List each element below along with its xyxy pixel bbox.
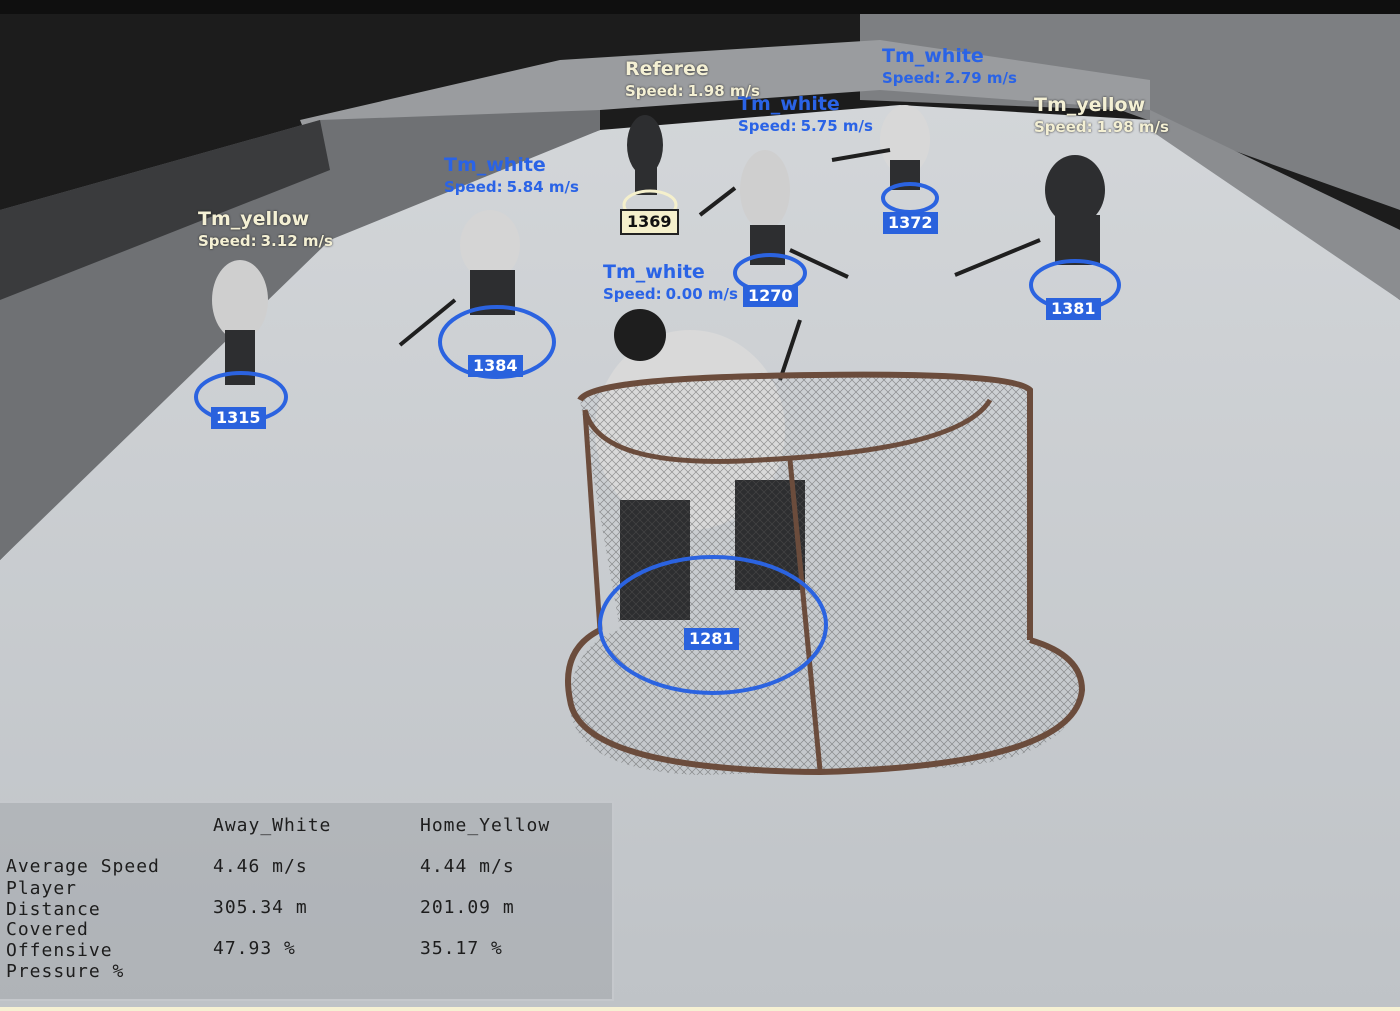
team-name: Tm_white bbox=[444, 154, 546, 176]
track-id-1270: 1270 bbox=[743, 285, 798, 307]
track-id-1315: 1315 bbox=[211, 407, 266, 429]
speed-value: 5.84 m/s bbox=[506, 178, 579, 196]
speed-value: 1.98 m/s bbox=[687, 82, 760, 100]
back-wall bbox=[300, 40, 1150, 170]
speed-value: 5.75 m/s bbox=[800, 117, 873, 135]
team-stats-panel: Away_White Home_Yellow Average Speed 4.4… bbox=[0, 801, 614, 1001]
player-label-1372: Tm_white Speed: 2.79 m/s bbox=[882, 47, 1017, 86]
right-boards bbox=[1150, 110, 1400, 300]
player-label-1281: Tm_white Speed: 0.00 m/s bbox=[603, 263, 738, 302]
stats-home-value: 4.44 m/s bbox=[420, 856, 515, 877]
track-id-1281: 1281 bbox=[684, 628, 739, 650]
team-name: Tm_white bbox=[882, 45, 984, 67]
player-label-1315: Tm_yellow Speed: 3.12 m/s bbox=[198, 210, 333, 249]
hockey-sticks bbox=[398, 148, 1041, 381]
goal-net bbox=[565, 371, 1086, 776]
bottom-border bbox=[0, 1007, 1400, 1011]
player-label-1270: Tm_white Speed: 5.75 m/s bbox=[738, 95, 873, 134]
speed-label: Speed: bbox=[882, 69, 941, 87]
stats-header-home: Home_Yellow bbox=[420, 815, 551, 836]
stats-away-value: 47.93 % bbox=[213, 938, 296, 959]
stats-away-value: 305.34 m bbox=[213, 897, 308, 918]
team-name: Tm_white bbox=[738, 93, 840, 115]
left-boards-glass bbox=[0, 120, 330, 300]
track-id-1369: 1369 bbox=[620, 209, 679, 235]
track-id-1381: 1381 bbox=[1046, 298, 1101, 320]
stats-home-value: 201.09 m bbox=[420, 897, 515, 918]
stats-home-value: 35.17 % bbox=[420, 938, 503, 959]
player-label-1381: Tm_yellow Speed: 1.98 m/s bbox=[1034, 96, 1169, 135]
player-label-1384: Tm_white Speed: 5.84 m/s bbox=[444, 156, 579, 195]
top-letterbox bbox=[0, 0, 1400, 14]
speed-label: Speed: bbox=[738, 117, 797, 135]
track-id-1384: 1384 bbox=[468, 355, 523, 377]
team-name: Tm_yellow bbox=[198, 208, 310, 230]
speed-label: Speed: bbox=[1034, 118, 1093, 136]
speed-value: 3.12 m/s bbox=[260, 232, 333, 250]
team-name: Referee bbox=[625, 58, 709, 80]
speed-value: 1.98 m/s bbox=[1096, 118, 1169, 136]
speed-label: Speed: bbox=[198, 232, 257, 250]
stats-away-value: 4.46 m/s bbox=[213, 856, 308, 877]
team-name: Tm_yellow bbox=[1034, 94, 1146, 116]
stats-row-label: Player Distance bbox=[6, 878, 101, 920]
stats-row-label: Average Speed bbox=[6, 856, 160, 877]
speed-label: Speed: bbox=[603, 285, 662, 303]
ring-1384 bbox=[438, 305, 556, 379]
stats-row-label: Covered Offensive bbox=[6, 919, 113, 961]
speed-value: 2.79 m/s bbox=[944, 69, 1017, 87]
speed-label: Speed: bbox=[444, 178, 503, 196]
speed-value: 0.00 m/s bbox=[665, 285, 738, 303]
team-name: Tm_white bbox=[603, 261, 705, 283]
stats-header-away: Away_White bbox=[213, 815, 332, 836]
stats-row-label: Pressure % bbox=[6, 961, 125, 982]
speed-label: Speed: bbox=[625, 82, 684, 100]
ring-1281 bbox=[598, 555, 828, 695]
track-id-1372: 1372 bbox=[883, 212, 938, 234]
player-label-referee: Referee Speed: 1.98 m/s bbox=[625, 60, 760, 99]
